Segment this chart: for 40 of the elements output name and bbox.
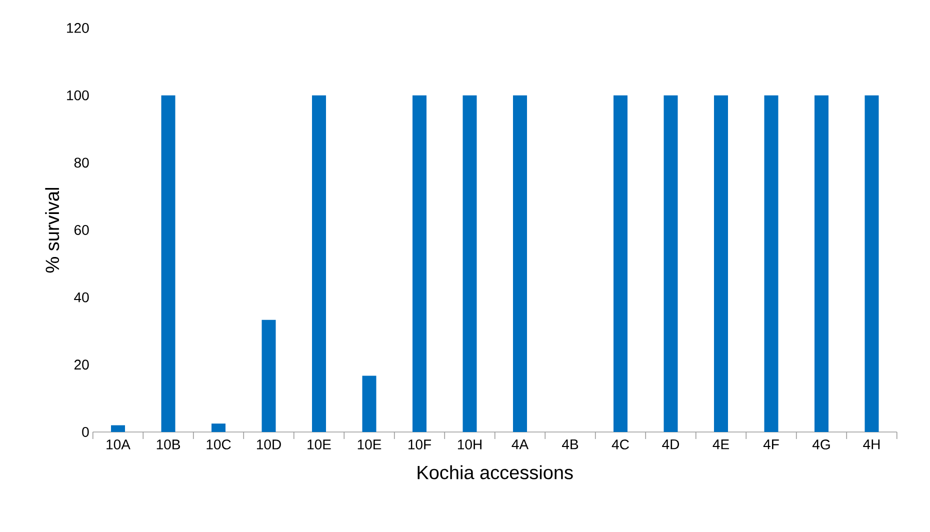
y-axis-title: % survival [45,188,60,273]
x-tick-label: 10H [458,440,482,450]
bar [814,95,828,432]
bar [161,95,176,432]
x-tick-label: 10D [256,440,281,450]
bar [462,95,477,432]
bar [212,424,226,432]
x-tick-label: 4B [562,440,578,450]
bar [111,425,126,432]
y-tick-label: 120 [67,23,89,33]
x-tick-label: 10E [358,440,382,450]
bar [864,95,879,432]
x-tick-label: 4E [712,440,729,450]
x-tick-label: 4G [812,440,830,450]
x-tick-label: 10E [308,440,331,450]
bar [262,320,276,432]
x-tick-label: 10F [408,440,432,450]
y-tick-label: 80 [74,158,89,168]
x-tick-label: 4D [662,440,680,450]
x-tick-label: 10A [106,440,130,450]
x-axis-title: Kochia accessions [418,465,573,480]
x-tick-label: 10B [156,440,180,450]
x-tick-label: 4H [863,440,880,450]
x-tick-label: 4A [512,440,529,450]
y-tick-label: 20 [74,360,89,370]
bar [362,376,376,432]
x-tick-label: 4C [612,440,629,450]
y-tick-label: 100 [67,90,89,100]
bar [513,95,528,432]
bar [412,95,426,432]
y-tick-label: 0 [82,427,89,437]
x-tick-label: 4F [763,440,779,450]
bar [614,95,628,432]
x-tick-label: 10C [206,440,231,450]
bar [714,95,728,432]
y-tick-label: 40 [74,292,89,302]
bar [312,95,326,432]
bar [764,95,778,432]
y-tick-label: 60 [74,225,89,235]
bar [664,95,678,432]
